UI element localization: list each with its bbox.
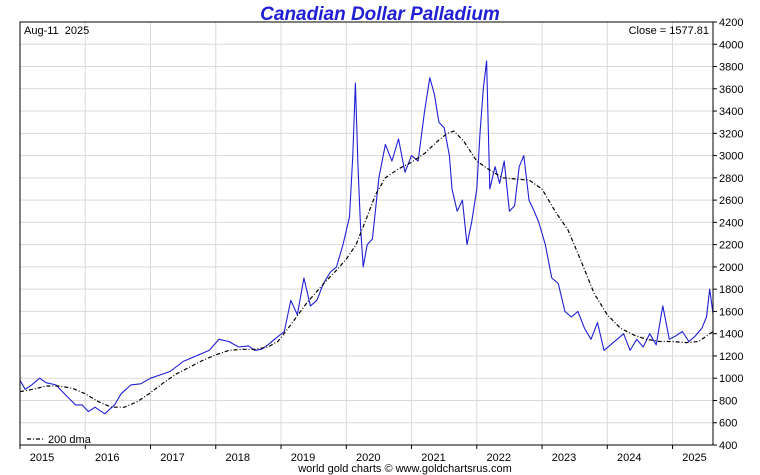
x-tick-label: 2024	[617, 452, 641, 464]
y-tick-label: 1400	[719, 329, 743, 341]
x-tick-label: 2019	[291, 452, 315, 464]
plot-frame	[19, 21, 714, 446]
x-axis: 2015 2016 2017 2018 2019 2020 2021 2022 2023 2024…	[19, 445, 707, 464]
series-price-line	[19, 60, 714, 415]
y-tick-label: 2400	[719, 217, 743, 229]
y-tick-label: 600	[719, 418, 737, 430]
x-tick-label: 2022	[487, 452, 511, 464]
x-tick-label: 2016	[95, 452, 119, 464]
chart-title: Canadian Dollar Palladium	[260, 4, 500, 25]
series-lines	[19, 60, 714, 415]
y-tick-label: 1600	[719, 306, 743, 318]
x-tick-label: 2017	[160, 452, 184, 464]
y-tick-label: 400	[719, 440, 737, 452]
y-tick-label: 1800	[719, 284, 743, 296]
legend-label: 200 dma	[48, 434, 92, 446]
y-tick-label: 3400	[719, 106, 743, 118]
y-tick-label: 4000	[719, 39, 743, 51]
x-tick-label: 2021	[421, 452, 445, 464]
y-tick-label: 800	[719, 395, 737, 407]
y-tick-label: 3200	[719, 128, 743, 140]
y-tick-label: 2200	[719, 240, 743, 252]
date-label: Aug-11 2025	[24, 25, 89, 37]
close-label: Close = 1577.81	[629, 25, 709, 37]
x-tick-label: 2023	[552, 452, 576, 464]
credit-text: world gold charts © www.goldchartsrus.co…	[297, 463, 512, 475]
y-tick-label: 2000	[719, 262, 743, 274]
x-tick-label: 2018	[226, 452, 250, 464]
series-200dma-line	[19, 130, 714, 408]
x-tick-label: 2025	[682, 452, 706, 464]
x-tick-label: 2015	[30, 452, 54, 464]
y-tick-label: 4200	[719, 17, 743, 29]
y-tick-label: 1000	[719, 373, 743, 385]
y-tick-label: 3800	[719, 62, 743, 74]
x-tick-label: 2020	[356, 452, 380, 464]
y-axis: 400 600 800 1000 1200 1400 1600 1800 2000 2200 240…	[713, 17, 743, 452]
y-tick-label: 1200	[719, 351, 743, 363]
legend: 200 dma	[27, 434, 92, 446]
y-tick-label: 2600	[719, 195, 743, 207]
grid	[20, 22, 713, 445]
y-tick-label: 2800	[719, 173, 743, 185]
y-tick-label: 3600	[719, 84, 743, 96]
y-tick-label: 3000	[719, 151, 743, 163]
